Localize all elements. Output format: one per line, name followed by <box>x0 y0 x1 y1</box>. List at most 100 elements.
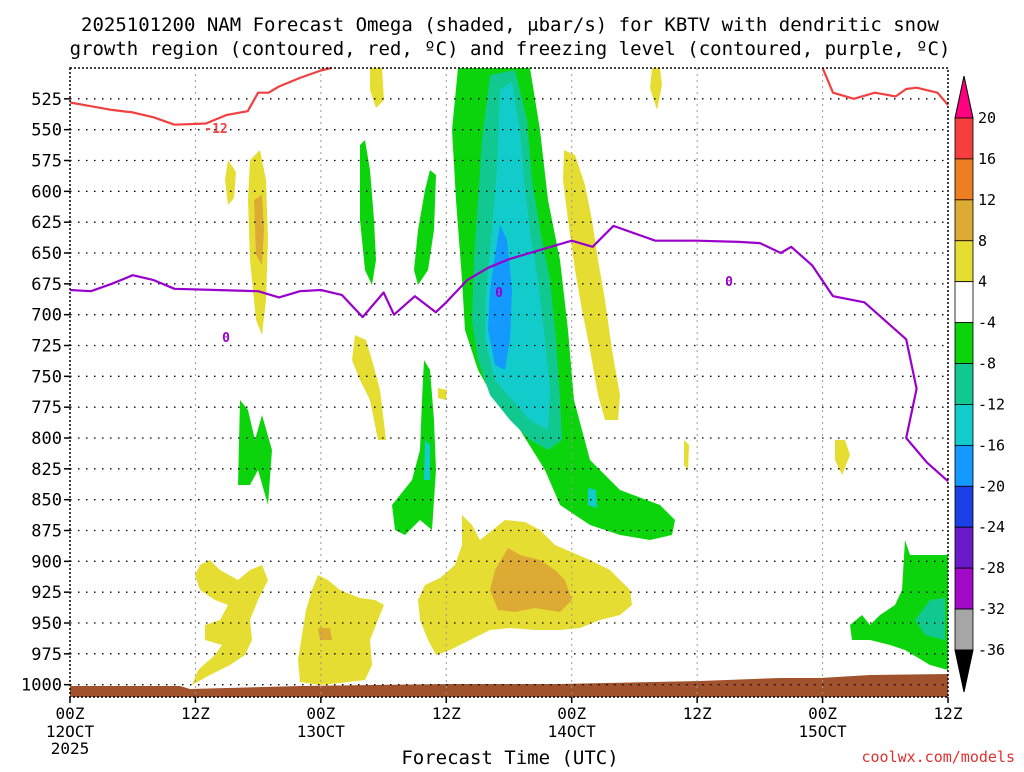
colorbar-swatch <box>954 404 974 446</box>
credit-text: coolwx.com/models <box>861 748 1015 766</box>
contour-freezing-level-0C <box>69 224 949 483</box>
y-tick-label: 900 <box>31 552 62 572</box>
colorbar-label: 8 <box>978 232 987 250</box>
y-tick-label: 775 <box>31 398 62 418</box>
y-tick-label: 925 <box>31 583 62 603</box>
y-tick-label: 875 <box>31 522 62 542</box>
y-tick-label: 525 <box>31 90 62 110</box>
y-tick-label: 850 <box>31 491 62 511</box>
colorbar-swatch <box>954 485 974 528</box>
x-tick-label-date: 13OCT <box>297 722 346 741</box>
colorbar-label: -24 <box>978 518 1005 536</box>
colorbar-swatch <box>954 363 974 405</box>
x-tick-label-time: 12Z <box>934 704 963 723</box>
omega-yellow-3 <box>225 160 236 205</box>
y-tick-label: 975 <box>31 645 62 665</box>
x-tick-label-year: 2025 <box>51 739 90 758</box>
y-axis: 525 550 575 600 625 650 675 700 725 750 775 800 825 8… <box>21 90 70 696</box>
y-tick-label: 575 <box>31 152 62 172</box>
colorbar-swatch <box>954 199 974 242</box>
x-tick-label-date: 15OCT <box>798 722 847 741</box>
omega-cyan-small-2 <box>588 488 597 508</box>
colorbar-label: 16 <box>978 150 996 168</box>
colorbar-swatch <box>954 322 974 364</box>
contour-lines <box>69 66 949 483</box>
x-tick-label-time: 00Z <box>306 704 335 723</box>
y-tick-label: 675 <box>31 275 62 295</box>
chart-title-line1: 2025101200 NAM Forecast Omega (shaded, μ… <box>81 14 939 36</box>
omega-yellow-7 <box>835 440 850 475</box>
colorbar-label: -36 <box>978 641 1005 659</box>
x-tick-label-time: 12Z <box>683 704 712 723</box>
x-tick-label-date: 14OCT <box>548 722 597 741</box>
colorbar-swatch <box>954 281 974 324</box>
colorbar-label: -20 <box>978 477 1005 495</box>
y-tick-label: 550 <box>31 121 62 141</box>
y-tick-label: 700 <box>31 306 62 326</box>
colorbar-label: 4 <box>978 273 987 291</box>
x-tick-label-date: 12OCT <box>46 722 95 741</box>
omega-green-streak-2 <box>414 170 436 285</box>
colorbar-label: -12 <box>978 395 1005 413</box>
y-tick-label: 625 <box>31 213 62 233</box>
colorbar-swatch <box>954 567 974 610</box>
colorbar-bottom-arrow <box>954 649 974 693</box>
y-tick-label: 650 <box>31 244 62 264</box>
y-tick-label: 600 <box>31 182 62 202</box>
colorbar-swatch <box>954 444 974 487</box>
x-axis-title: Forecast Time (UTC) <box>401 747 618 768</box>
colorbar-swatch <box>954 608 974 651</box>
y-tick-label: 750 <box>31 367 62 387</box>
omega-yellow-5 <box>352 335 386 440</box>
purple-contour-label-2: 0 <box>495 286 503 301</box>
colorbar-label: -32 <box>978 600 1005 618</box>
y-tick-label: 950 <box>31 614 62 634</box>
y-tick-label: 825 <box>31 460 62 480</box>
omega-orange-1 <box>254 195 264 265</box>
colorbar-label: -8 <box>978 355 996 373</box>
x-tick-label-time: 00Z <box>808 704 837 723</box>
colorbar: 20 16 12 8 4 -4 -8 -12 -16 -20 -24 -28 -32 -36 <box>954 75 1005 693</box>
omega-yellow-6 <box>650 68 662 110</box>
omega-teal-right <box>915 598 945 640</box>
colorbar-swatch <box>954 117 974 160</box>
colorbar-label: 20 <box>978 109 996 127</box>
y-tick-label: 725 <box>31 337 62 357</box>
omega-orange-low-left <box>318 628 332 640</box>
y-tick-label: 800 <box>31 429 62 449</box>
omega-orange-low <box>490 548 572 612</box>
colorbar-swatch <box>954 158 974 201</box>
omega-cyan-small <box>424 440 430 480</box>
x-tick-label-time: 12Z <box>432 704 461 723</box>
red-contour-label: -12 <box>204 122 227 137</box>
omega-green-streak-1 <box>360 140 376 285</box>
chart-title-line2: growth region (contoured, red, ºC) and f… <box>70 38 951 60</box>
colorbar-swatch <box>954 526 974 569</box>
colorbar-label: 12 <box>978 191 996 209</box>
omega-green-blob-2 <box>392 360 436 535</box>
colorbar-swatch <box>954 240 974 283</box>
x-tick-label-time: 12Z <box>181 704 210 723</box>
purple-contour-label-1: 0 <box>222 331 230 346</box>
omega-yellow-low-left-2 <box>298 575 384 685</box>
purple-contour-label-3: 0 <box>725 275 733 290</box>
omega-yellow-1 <box>370 68 384 108</box>
colorbar-label: -4 <box>978 314 996 332</box>
omega-green-right-1 <box>850 540 948 670</box>
omega-yellow-8 <box>684 440 689 470</box>
x-tick-label-time: 00Z <box>56 704 85 723</box>
colorbar-label: -16 <box>978 436 1005 454</box>
contour-dendritic-growth-minus12C <box>69 66 332 126</box>
contour-dendritic-growth-minus12C-right <box>821 67 949 106</box>
y-tick-label: 1000 <box>21 676 62 696</box>
colorbar-top-arrow <box>954 75 974 119</box>
x-tick-label-time: 00Z <box>557 704 586 723</box>
colorbar-label: -28 <box>978 559 1005 577</box>
ground-terrain <box>70 674 948 697</box>
plot-frame <box>69 67 949 698</box>
omega-yellow-4 <box>563 150 620 420</box>
omega-yellow-9 <box>438 388 447 400</box>
